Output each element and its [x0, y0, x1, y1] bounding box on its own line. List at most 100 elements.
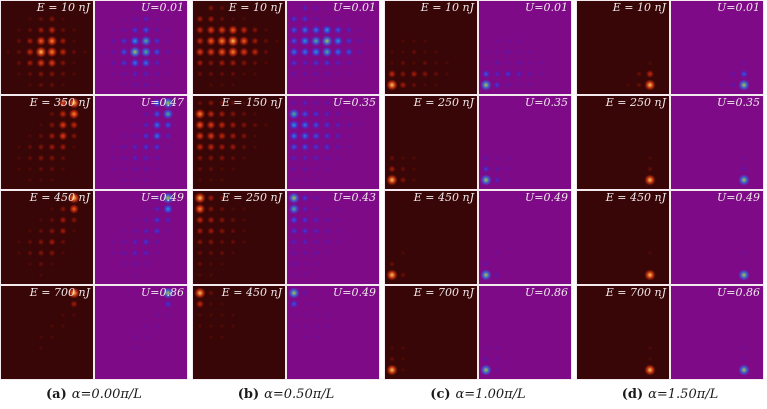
energy-panel-a3: E = 450 nJ	[1, 191, 93, 284]
intensity-map-fourier	[287, 1, 379, 94]
subfigure-letter: (a)	[46, 387, 67, 402]
intensity-map-fourier	[287, 286, 379, 379]
intensity-map-output	[385, 286, 477, 379]
energy-panel-b2: E = 150 nJ	[193, 96, 285, 189]
panel-grid-b: E = 10 nJ U=0.01 E = 150 nJ U=0.35 E = 250 n…	[192, 0, 380, 380]
norm-panel-a1: U=0.01	[95, 1, 187, 94]
subfigure-caption-b: (b) α=0.50π/L	[192, 380, 380, 409]
intensity-map-output	[1, 96, 93, 189]
intensity-map-output	[385, 96, 477, 189]
u-value-label: U=0.86	[141, 286, 184, 299]
u-value-label: U=0.49	[333, 286, 376, 299]
norm-panel-d1: U=0.01	[671, 1, 763, 94]
intensity-map-fourier	[671, 191, 763, 284]
energy-panel-a4: E = 700 nJ	[1, 286, 93, 379]
pulse-energy-label: E = 250 nJ	[413, 96, 474, 109]
intensity-map-fourier	[287, 191, 379, 284]
intensity-map-output	[193, 286, 285, 379]
alpha-value: α=1.50π/L	[648, 387, 719, 402]
pulse-energy-label: E = 450 nJ	[29, 191, 90, 204]
intensity-map-output	[385, 1, 477, 94]
norm-panel-c3: U=0.49	[479, 191, 571, 284]
u-value-label: U=0.43	[333, 191, 376, 204]
intensity-map-output	[193, 96, 285, 189]
intensity-map-output	[1, 191, 93, 284]
pulse-energy-label: E = 450 nJ	[413, 191, 474, 204]
u-value-label: U=0.35	[717, 96, 760, 109]
norm-panel-d2: U=0.35	[671, 96, 763, 189]
intensity-map-output	[577, 1, 669, 94]
norm-panel-b2: U=0.35	[287, 96, 379, 189]
subfigure-caption-d: (d) α=1.50π/L	[576, 380, 764, 409]
u-value-label: U=0.01	[333, 1, 376, 14]
norm-panel-b4: U=0.49	[287, 286, 379, 379]
intensity-map-output	[577, 96, 669, 189]
intensity-map-output	[1, 286, 93, 379]
alpha-value: α=0.00π/L	[71, 387, 142, 402]
intensity-map-fourier	[479, 191, 571, 284]
norm-panel-a2: U=0.47	[95, 96, 187, 189]
pulse-energy-label: E = 450 nJ	[605, 191, 666, 204]
pulse-energy-label: E = 700 nJ	[413, 286, 474, 299]
energy-panel-c1: E = 10 nJ	[385, 1, 477, 94]
energy-panel-d2: E = 250 nJ	[577, 96, 669, 189]
intensity-map-output	[1, 1, 93, 94]
energy-panel-b1: E = 10 nJ	[193, 1, 285, 94]
norm-panel-b3: U=0.43	[287, 191, 379, 284]
pulse-energy-label: E = 250 nJ	[605, 96, 666, 109]
pulse-energy-label: E = 10 nJ	[36, 1, 90, 14]
subfigure-caption-c: (c) α=1.00π/L	[384, 380, 572, 409]
panel-group-d: E = 10 nJ U=0.01 E = 250 nJ U=0.35 E = 450 n…	[576, 0, 764, 409]
u-value-label: U=0.86	[525, 286, 568, 299]
pulse-energy-label: E = 450 nJ	[221, 286, 282, 299]
pulse-energy-label: E = 700 nJ	[29, 286, 90, 299]
u-value-label: U=0.01	[717, 1, 760, 14]
pulse-energy-label: E = 350 nJ	[29, 96, 90, 109]
intensity-map-output	[193, 191, 285, 284]
norm-panel-b1: U=0.01	[287, 1, 379, 94]
norm-panel-c4: U=0.86	[479, 286, 571, 379]
intensity-map-fourier	[479, 286, 571, 379]
u-value-label: U=0.01	[141, 1, 184, 14]
pulse-energy-label: E = 700 nJ	[605, 286, 666, 299]
intensity-map-fourier	[287, 96, 379, 189]
panel-grid-d: E = 10 nJ U=0.01 E = 250 nJ U=0.35 E = 450 n…	[576, 0, 764, 380]
pulse-energy-label: E = 150 nJ	[221, 96, 282, 109]
u-value-label: U=0.49	[717, 191, 760, 204]
intensity-map-fourier	[479, 1, 571, 94]
pulse-energy-label: E = 10 nJ	[228, 1, 282, 14]
intensity-map-output	[193, 1, 285, 94]
intensity-map-output	[577, 286, 669, 379]
energy-panel-b4: E = 450 nJ	[193, 286, 285, 379]
subfigure-letter: (d)	[621, 387, 644, 402]
norm-panel-c1: U=0.01	[479, 1, 571, 94]
norm-panel-d4: U=0.86	[671, 286, 763, 379]
subfigure-letter: (c)	[430, 387, 451, 402]
subfigure-letter: (b)	[237, 387, 260, 402]
energy-panel-d3: E = 450 nJ	[577, 191, 669, 284]
u-value-label: U=0.49	[525, 191, 568, 204]
alpha-value: α=0.50π/L	[264, 387, 335, 402]
intensity-map-fourier	[479, 96, 571, 189]
energy-panel-d4: E = 700 nJ	[577, 286, 669, 379]
panel-group-b: E = 10 nJ U=0.01 E = 150 nJ U=0.35 E = 250 n…	[192, 0, 380, 409]
energy-panel-c2: E = 250 nJ	[385, 96, 477, 189]
panel-grid-c: E = 10 nJ U=0.01 E = 250 nJ U=0.35 E = 450 n…	[384, 0, 572, 380]
u-value-label: U=0.35	[525, 96, 568, 109]
norm-panel-a3: U=0.49	[95, 191, 187, 284]
subfigure-caption-a: (a) α=0.00π/L	[0, 380, 188, 409]
pulse-energy-label: E = 250 nJ	[221, 191, 282, 204]
panel-group-a: E = 10 nJ U=0.01 E = 350 nJ U=0.47 E = 450 n…	[0, 0, 188, 409]
u-value-label: U=0.49	[141, 191, 184, 204]
pulse-energy-label: E = 10 nJ	[612, 1, 666, 14]
energy-panel-c3: E = 450 nJ	[385, 191, 477, 284]
u-value-label: U=0.35	[333, 96, 376, 109]
intensity-map-fourier	[95, 1, 187, 94]
energy-panel-b3: E = 250 nJ	[193, 191, 285, 284]
u-value-label: U=0.01	[525, 1, 568, 14]
panel-grid-a: E = 10 nJ U=0.01 E = 350 nJ U=0.47 E = 450 n…	[0, 0, 188, 380]
energy-panel-d1: E = 10 nJ	[577, 1, 669, 94]
u-value-label: U=0.86	[717, 286, 760, 299]
pulse-energy-label: E = 10 nJ	[420, 1, 474, 14]
